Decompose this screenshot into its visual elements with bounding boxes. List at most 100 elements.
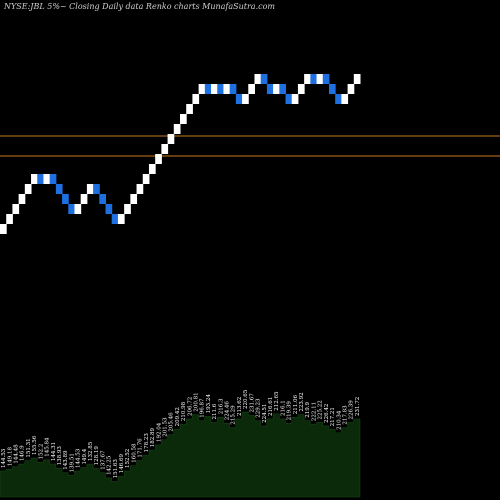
renko-brick xyxy=(68,204,75,214)
renko-brick xyxy=(74,204,82,214)
renko-brick xyxy=(260,74,268,84)
renko-brick xyxy=(136,184,144,194)
renko-brick xyxy=(105,204,113,214)
price-label: 146.9 xyxy=(20,445,26,461)
volume-fill xyxy=(0,411,361,498)
renko-brick xyxy=(155,154,162,164)
price-label: 193.24 xyxy=(206,394,212,414)
renko-brick xyxy=(6,214,13,224)
price-label: 205.46 xyxy=(169,412,175,432)
price-label: 222.11 xyxy=(311,402,317,421)
renko-brick xyxy=(180,114,187,124)
price-label: 142.25 xyxy=(107,455,113,475)
renko-brick xyxy=(316,74,324,84)
renko-brick xyxy=(24,184,32,194)
price-label: 213.62 xyxy=(237,397,243,416)
price-label: 216.1 xyxy=(280,400,286,416)
price-label: 139.51 xyxy=(69,453,75,472)
price-label: 211.06 xyxy=(293,394,299,414)
renko-brick xyxy=(130,194,138,204)
price-label: 178.23 xyxy=(144,433,150,453)
renko-brick xyxy=(49,174,57,184)
renko-brick xyxy=(43,174,51,184)
price-label: 225.22 xyxy=(318,400,324,419)
price-label: 217.21 xyxy=(330,407,336,426)
renko-brick xyxy=(235,94,243,104)
price-label: 155.56 xyxy=(32,435,38,455)
renko-brick xyxy=(285,94,293,104)
chart-title: NYSE:JBL 5%~ Closing Daily data Renko ch… xyxy=(3,2,275,11)
renko-brick xyxy=(310,74,318,84)
renko-brick xyxy=(142,174,150,184)
renko-bricks xyxy=(0,74,361,234)
renko-brick xyxy=(347,84,355,94)
volume-area xyxy=(0,411,361,498)
renko-brick xyxy=(266,84,274,94)
renko-brick xyxy=(37,174,44,184)
price-label: 146.69 xyxy=(119,453,125,473)
price-label: 216.3 xyxy=(218,398,224,414)
renko-brick xyxy=(198,84,206,94)
price-label: 231.72 xyxy=(355,397,361,416)
price-label: 231.67 xyxy=(249,393,255,413)
price-label: 182.89 xyxy=(150,427,156,447)
renko-brick xyxy=(254,74,262,84)
renko-brick xyxy=(117,214,125,224)
price-label: 215.29 xyxy=(231,405,237,425)
renko-brick xyxy=(18,194,26,204)
price-label: 200.81 xyxy=(194,392,200,411)
renko-brick xyxy=(204,84,212,94)
price-label: 206.72 xyxy=(187,397,193,416)
price-label: 160.58 xyxy=(131,443,137,463)
price-label: 151.31 xyxy=(26,438,32,457)
price-label: 210.98 xyxy=(181,401,187,421)
renko-brick xyxy=(322,74,330,84)
price-label: 210.34 xyxy=(336,410,342,430)
reference-lines xyxy=(0,135,500,157)
renko-brick xyxy=(242,94,249,104)
renko-brick xyxy=(80,194,88,204)
renko-brick xyxy=(99,194,107,204)
renko-brick xyxy=(297,84,305,94)
price-label: 211.6 xyxy=(212,403,218,419)
price-label: 219.9 xyxy=(305,401,311,417)
renko-brick xyxy=(93,184,100,194)
price-label: 137.67 xyxy=(100,450,106,470)
price-label: 144.53 xyxy=(1,448,7,468)
renko-brick xyxy=(161,144,169,154)
renko-brick xyxy=(173,124,181,134)
price-label: 144.31 xyxy=(51,442,57,461)
price-label: 226.42 xyxy=(324,404,330,423)
price-label: 201.53 xyxy=(162,417,168,437)
price-label: 171.76 xyxy=(138,438,144,458)
renko-brick xyxy=(167,134,175,144)
price-label: 220.65 xyxy=(243,389,249,409)
price-label: 145.84 xyxy=(45,437,51,457)
renko-brick xyxy=(279,84,287,94)
renko-brick xyxy=(31,174,38,184)
price-label: 144.48 xyxy=(14,444,20,464)
renko-brick xyxy=(341,94,349,104)
price-label: 224.46 xyxy=(225,401,231,421)
price-label: 132.85 xyxy=(88,441,94,461)
renko-brick xyxy=(186,104,193,114)
renko-brick xyxy=(211,84,218,94)
price-label: 151.63 xyxy=(113,459,119,479)
renko-brick xyxy=(353,74,361,84)
price-label: 152.52 xyxy=(125,449,131,468)
renko-brick xyxy=(62,194,69,204)
renko-brick xyxy=(335,94,342,104)
renko-brick xyxy=(0,224,7,234)
price-label: 217.83 xyxy=(342,405,348,425)
price-label: 149.18 xyxy=(7,447,13,467)
renko-brick xyxy=(223,84,231,94)
price-label: 229.23 xyxy=(256,398,262,418)
renko-brick xyxy=(248,84,255,94)
renko-brick xyxy=(328,84,336,94)
price-label: 224.51 xyxy=(262,404,268,423)
renko-brick xyxy=(192,94,200,104)
price-label: 192.04 xyxy=(156,422,162,442)
price-label: 143.89 xyxy=(63,450,69,470)
renko-brick xyxy=(86,184,94,194)
